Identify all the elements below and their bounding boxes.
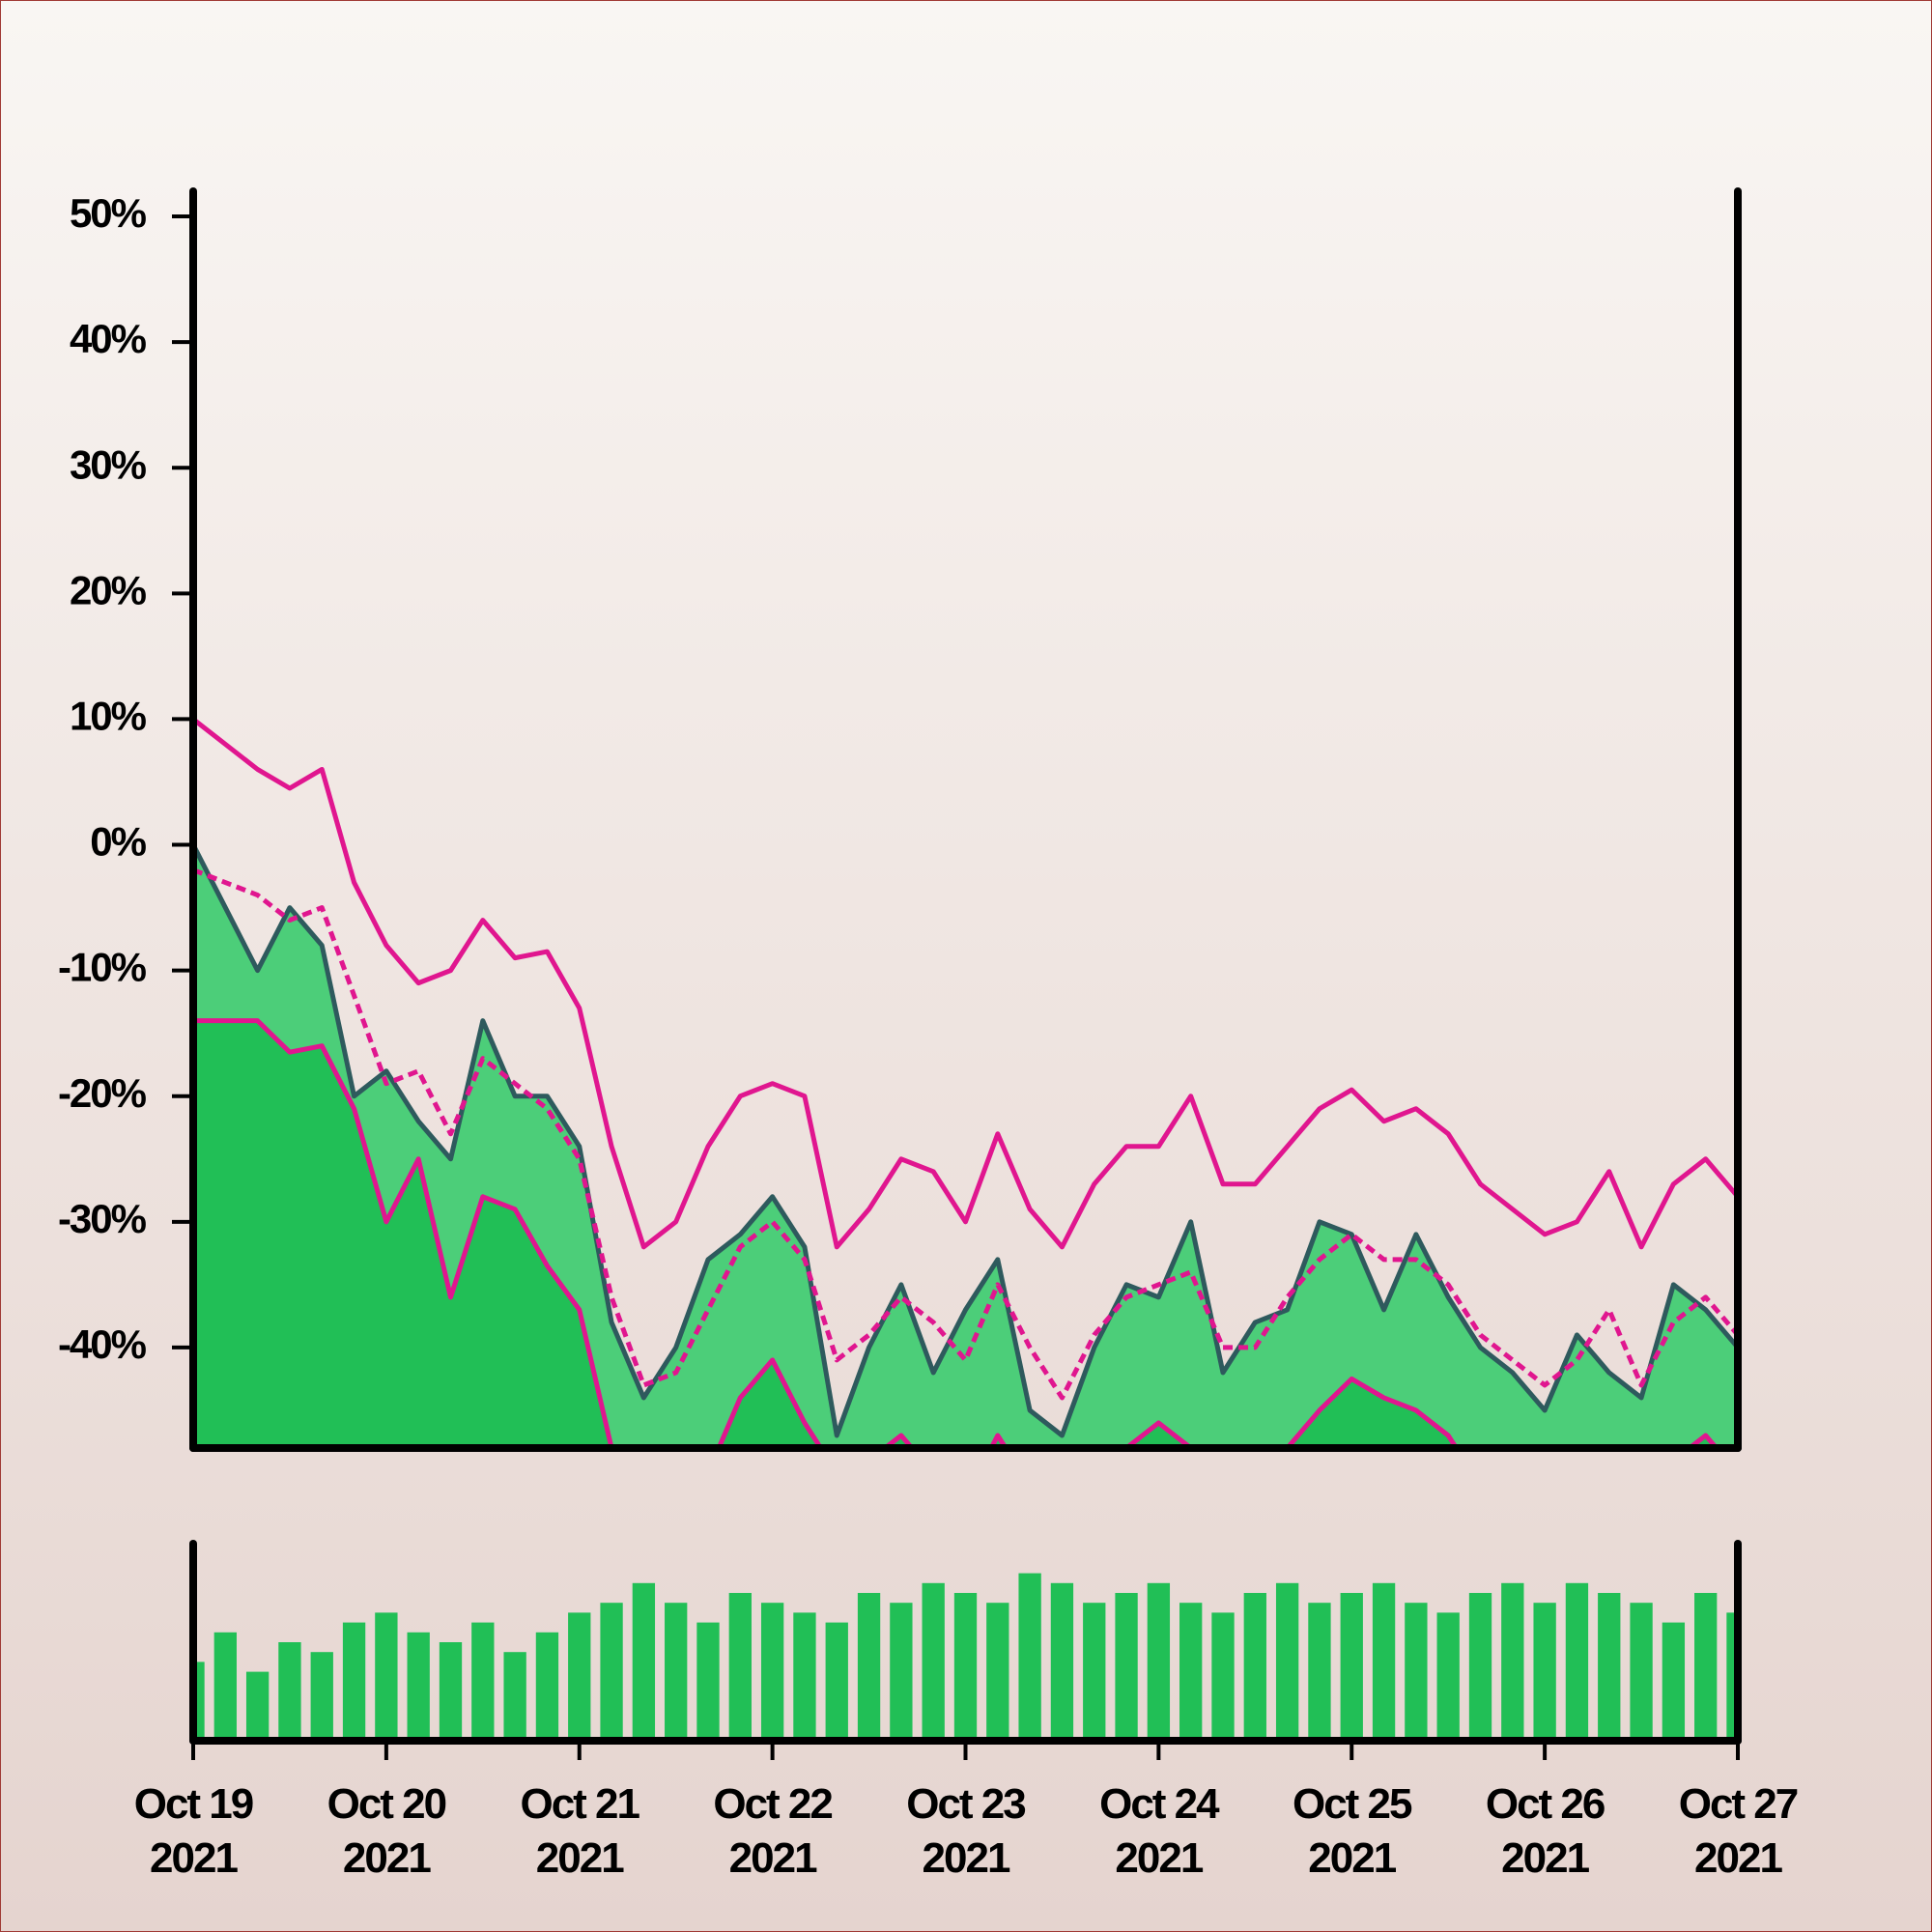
y-tick-label: -10% bbox=[58, 945, 147, 990]
volume-bar bbox=[1468, 1593, 1492, 1741]
y-tick-label: 20% bbox=[70, 567, 147, 612]
area bbox=[193, 844, 1738, 1448]
volume-bar bbox=[1598, 1593, 1621, 1741]
y-tick-label: -40% bbox=[58, 1321, 147, 1367]
volume-bar bbox=[375, 1612, 398, 1741]
volume-bar bbox=[1501, 1582, 1524, 1741]
line bbox=[193, 843, 1738, 1438]
volume-bar bbox=[1179, 1603, 1203, 1741]
area bbox=[193, 1020, 1738, 1448]
volume-bar bbox=[1083, 1603, 1106, 1741]
volume-bar bbox=[986, 1603, 1009, 1741]
volume-bar bbox=[1050, 1582, 1074, 1741]
volume-bar bbox=[857, 1593, 881, 1741]
x-tick-label-line: Oct 21 bbox=[520, 1780, 639, 1828]
x-tick-label: Oct 23 2021 bbox=[906, 1780, 1025, 1882]
volume-bar bbox=[245, 1671, 270, 1741]
volume-bar bbox=[193, 1662, 205, 1741]
x-tick-label-line: Oct 23 bbox=[906, 1780, 1025, 1828]
volume-bar bbox=[600, 1603, 623, 1741]
volume-bar bbox=[342, 1622, 366, 1741]
volume-bar bbox=[310, 1652, 333, 1741]
volume-bar bbox=[1630, 1603, 1653, 1741]
volume-bar bbox=[825, 1622, 848, 1741]
volume-bar bbox=[278, 1642, 301, 1741]
y-tick-label: -20% bbox=[58, 1070, 147, 1116]
volume-bar bbox=[890, 1603, 913, 1741]
volume-bar bbox=[760, 1603, 784, 1741]
x-tick-label-line: 2021 bbox=[1501, 1834, 1589, 1882]
volume-bar bbox=[1211, 1612, 1235, 1741]
volume-bar bbox=[953, 1593, 978, 1741]
volume-bar bbox=[1340, 1593, 1363, 1741]
x-tick-label-line: 2021 bbox=[150, 1834, 238, 1882]
volume-bar bbox=[1533, 1603, 1556, 1741]
x-tick-label: Oct 21 2021 bbox=[520, 1780, 639, 1882]
line bbox=[193, 867, 1738, 1401]
volume-bar bbox=[1243, 1593, 1266, 1741]
volume-bar bbox=[1018, 1573, 1041, 1741]
volume-bar bbox=[793, 1612, 816, 1741]
plot-area bbox=[193, 717, 1738, 1448]
x-tick-label: Oct 24 2021 bbox=[1099, 1780, 1220, 1882]
volume-bar bbox=[568, 1612, 591, 1741]
x-tick-label-line: 2021 bbox=[923, 1834, 1010, 1882]
y-tick-label: 10% bbox=[70, 694, 147, 739]
x-tick-label-line: 2021 bbox=[1115, 1834, 1203, 1882]
y-tick-label: 0% bbox=[90, 819, 146, 865]
x-tick-label: Oct 22 2021 bbox=[713, 1780, 832, 1882]
x-tick-label: Oct 26 2021 bbox=[1486, 1780, 1605, 1882]
volume-bar bbox=[213, 1632, 237, 1741]
volume-bar bbox=[439, 1642, 463, 1741]
volume-bar bbox=[407, 1632, 430, 1741]
volume-bar bbox=[922, 1582, 945, 1741]
x-tick-label-line: 2021 bbox=[536, 1834, 624, 1882]
volume-bar bbox=[1694, 1593, 1718, 1741]
volume-bar bbox=[1726, 1612, 1738, 1741]
y-tick-label: 30% bbox=[70, 441, 147, 487]
x-tick-label-line: Oct 27 bbox=[1679, 1780, 1798, 1828]
volume-bar bbox=[1662, 1622, 1686, 1741]
x-tick-label-line: 2021 bbox=[1694, 1834, 1782, 1882]
y-tick-label: 40% bbox=[70, 316, 147, 361]
x-tick-label-line: Oct 25 bbox=[1293, 1780, 1412, 1828]
y-tick-label: 50% bbox=[70, 190, 147, 236]
volume-bar bbox=[535, 1632, 559, 1741]
volume-panel bbox=[193, 1573, 1738, 1741]
line bbox=[193, 1018, 1720, 1448]
x-tick-label-line: 2021 bbox=[729, 1834, 817, 1882]
volume-bar bbox=[471, 1622, 495, 1741]
volume-bar bbox=[1275, 1582, 1299, 1741]
volume-bar bbox=[503, 1652, 526, 1741]
volume-bar bbox=[1115, 1593, 1138, 1741]
x-tick-label: Oct 27 2021 bbox=[1679, 1780, 1798, 1882]
volume-bar bbox=[665, 1603, 688, 1741]
volume-bar bbox=[728, 1593, 752, 1741]
x-tick-label-line: Oct 24 bbox=[1099, 1780, 1220, 1828]
x-tick-label: Oct 20 2021 bbox=[327, 1780, 446, 1882]
x-tick-label-line: Oct 19 bbox=[134, 1780, 253, 1828]
x-tick-label-line: 2021 bbox=[1308, 1834, 1396, 1882]
volume-bar bbox=[632, 1582, 656, 1741]
volume-bar bbox=[1405, 1603, 1428, 1741]
volume-bar bbox=[1565, 1582, 1589, 1741]
x-tick-label-line: Oct 26 bbox=[1486, 1780, 1605, 1828]
x-tick-label-line: Oct 20 bbox=[327, 1780, 446, 1828]
volume-bar bbox=[1436, 1612, 1460, 1741]
axes: -40% -30% -20% -10% 0% 10% 20% 30% 40% 50% Oct 19 2… bbox=[58, 187, 1800, 1882]
volume-bar bbox=[1308, 1603, 1331, 1741]
x-tick-label-line: Oct 22 bbox=[713, 1780, 832, 1828]
x-tick-label-line: 2021 bbox=[343, 1834, 431, 1882]
y-tick-label: -30% bbox=[58, 1196, 147, 1241]
volume-bar bbox=[1372, 1582, 1396, 1741]
x-tick-label: Oct 25 2021 bbox=[1293, 1780, 1412, 1882]
volume-bar bbox=[696, 1622, 720, 1741]
x-tick-label: Oct 19 2021 bbox=[134, 1780, 253, 1882]
line bbox=[193, 717, 1738, 1250]
volume-bar bbox=[1147, 1582, 1171, 1741]
